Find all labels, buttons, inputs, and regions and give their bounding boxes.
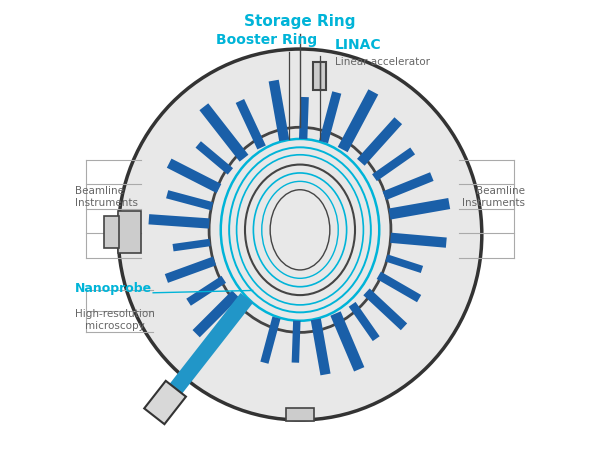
Bar — [357, 117, 402, 166]
Bar — [148, 214, 209, 228]
Text: Beamline
Instruments: Beamline Instruments — [462, 186, 525, 208]
Bar — [331, 311, 364, 371]
Bar — [385, 254, 423, 273]
Bar — [338, 89, 378, 152]
Bar — [196, 141, 233, 174]
Bar — [236, 99, 266, 150]
Bar — [349, 302, 380, 341]
Bar — [319, 91, 341, 143]
Bar — [364, 288, 407, 330]
Bar — [173, 239, 211, 251]
Bar — [389, 198, 450, 219]
Text: LINAC: LINAC — [335, 38, 382, 52]
Bar — [372, 148, 415, 181]
Bar — [144, 381, 186, 424]
Bar — [299, 97, 309, 139]
Text: Linear accelerator: Linear accelerator — [335, 57, 430, 67]
Bar — [193, 290, 239, 337]
Text: Storage Ring: Storage Ring — [244, 15, 356, 30]
Text: Nanoprobe: Nanoprobe — [75, 282, 152, 295]
Bar — [104, 216, 119, 249]
Bar — [167, 159, 221, 193]
Bar — [165, 257, 216, 283]
Text: Booster Ring: Booster Ring — [216, 33, 317, 47]
Ellipse shape — [118, 49, 482, 420]
Bar — [199, 103, 248, 162]
Bar — [269, 80, 289, 141]
Bar — [390, 233, 447, 248]
Bar — [260, 317, 281, 364]
Bar — [383, 172, 434, 200]
Bar — [377, 272, 421, 302]
Bar — [286, 408, 314, 421]
Bar — [149, 293, 253, 420]
Bar — [313, 62, 326, 90]
Bar — [311, 318, 331, 375]
Bar — [118, 211, 142, 253]
Text: Beamline
Instruments: Beamline Instruments — [75, 186, 138, 208]
Bar — [166, 190, 213, 211]
Bar — [186, 276, 226, 306]
Bar — [292, 321, 301, 363]
Text: High-resolution
microscopy: High-resolution microscopy — [75, 309, 155, 331]
